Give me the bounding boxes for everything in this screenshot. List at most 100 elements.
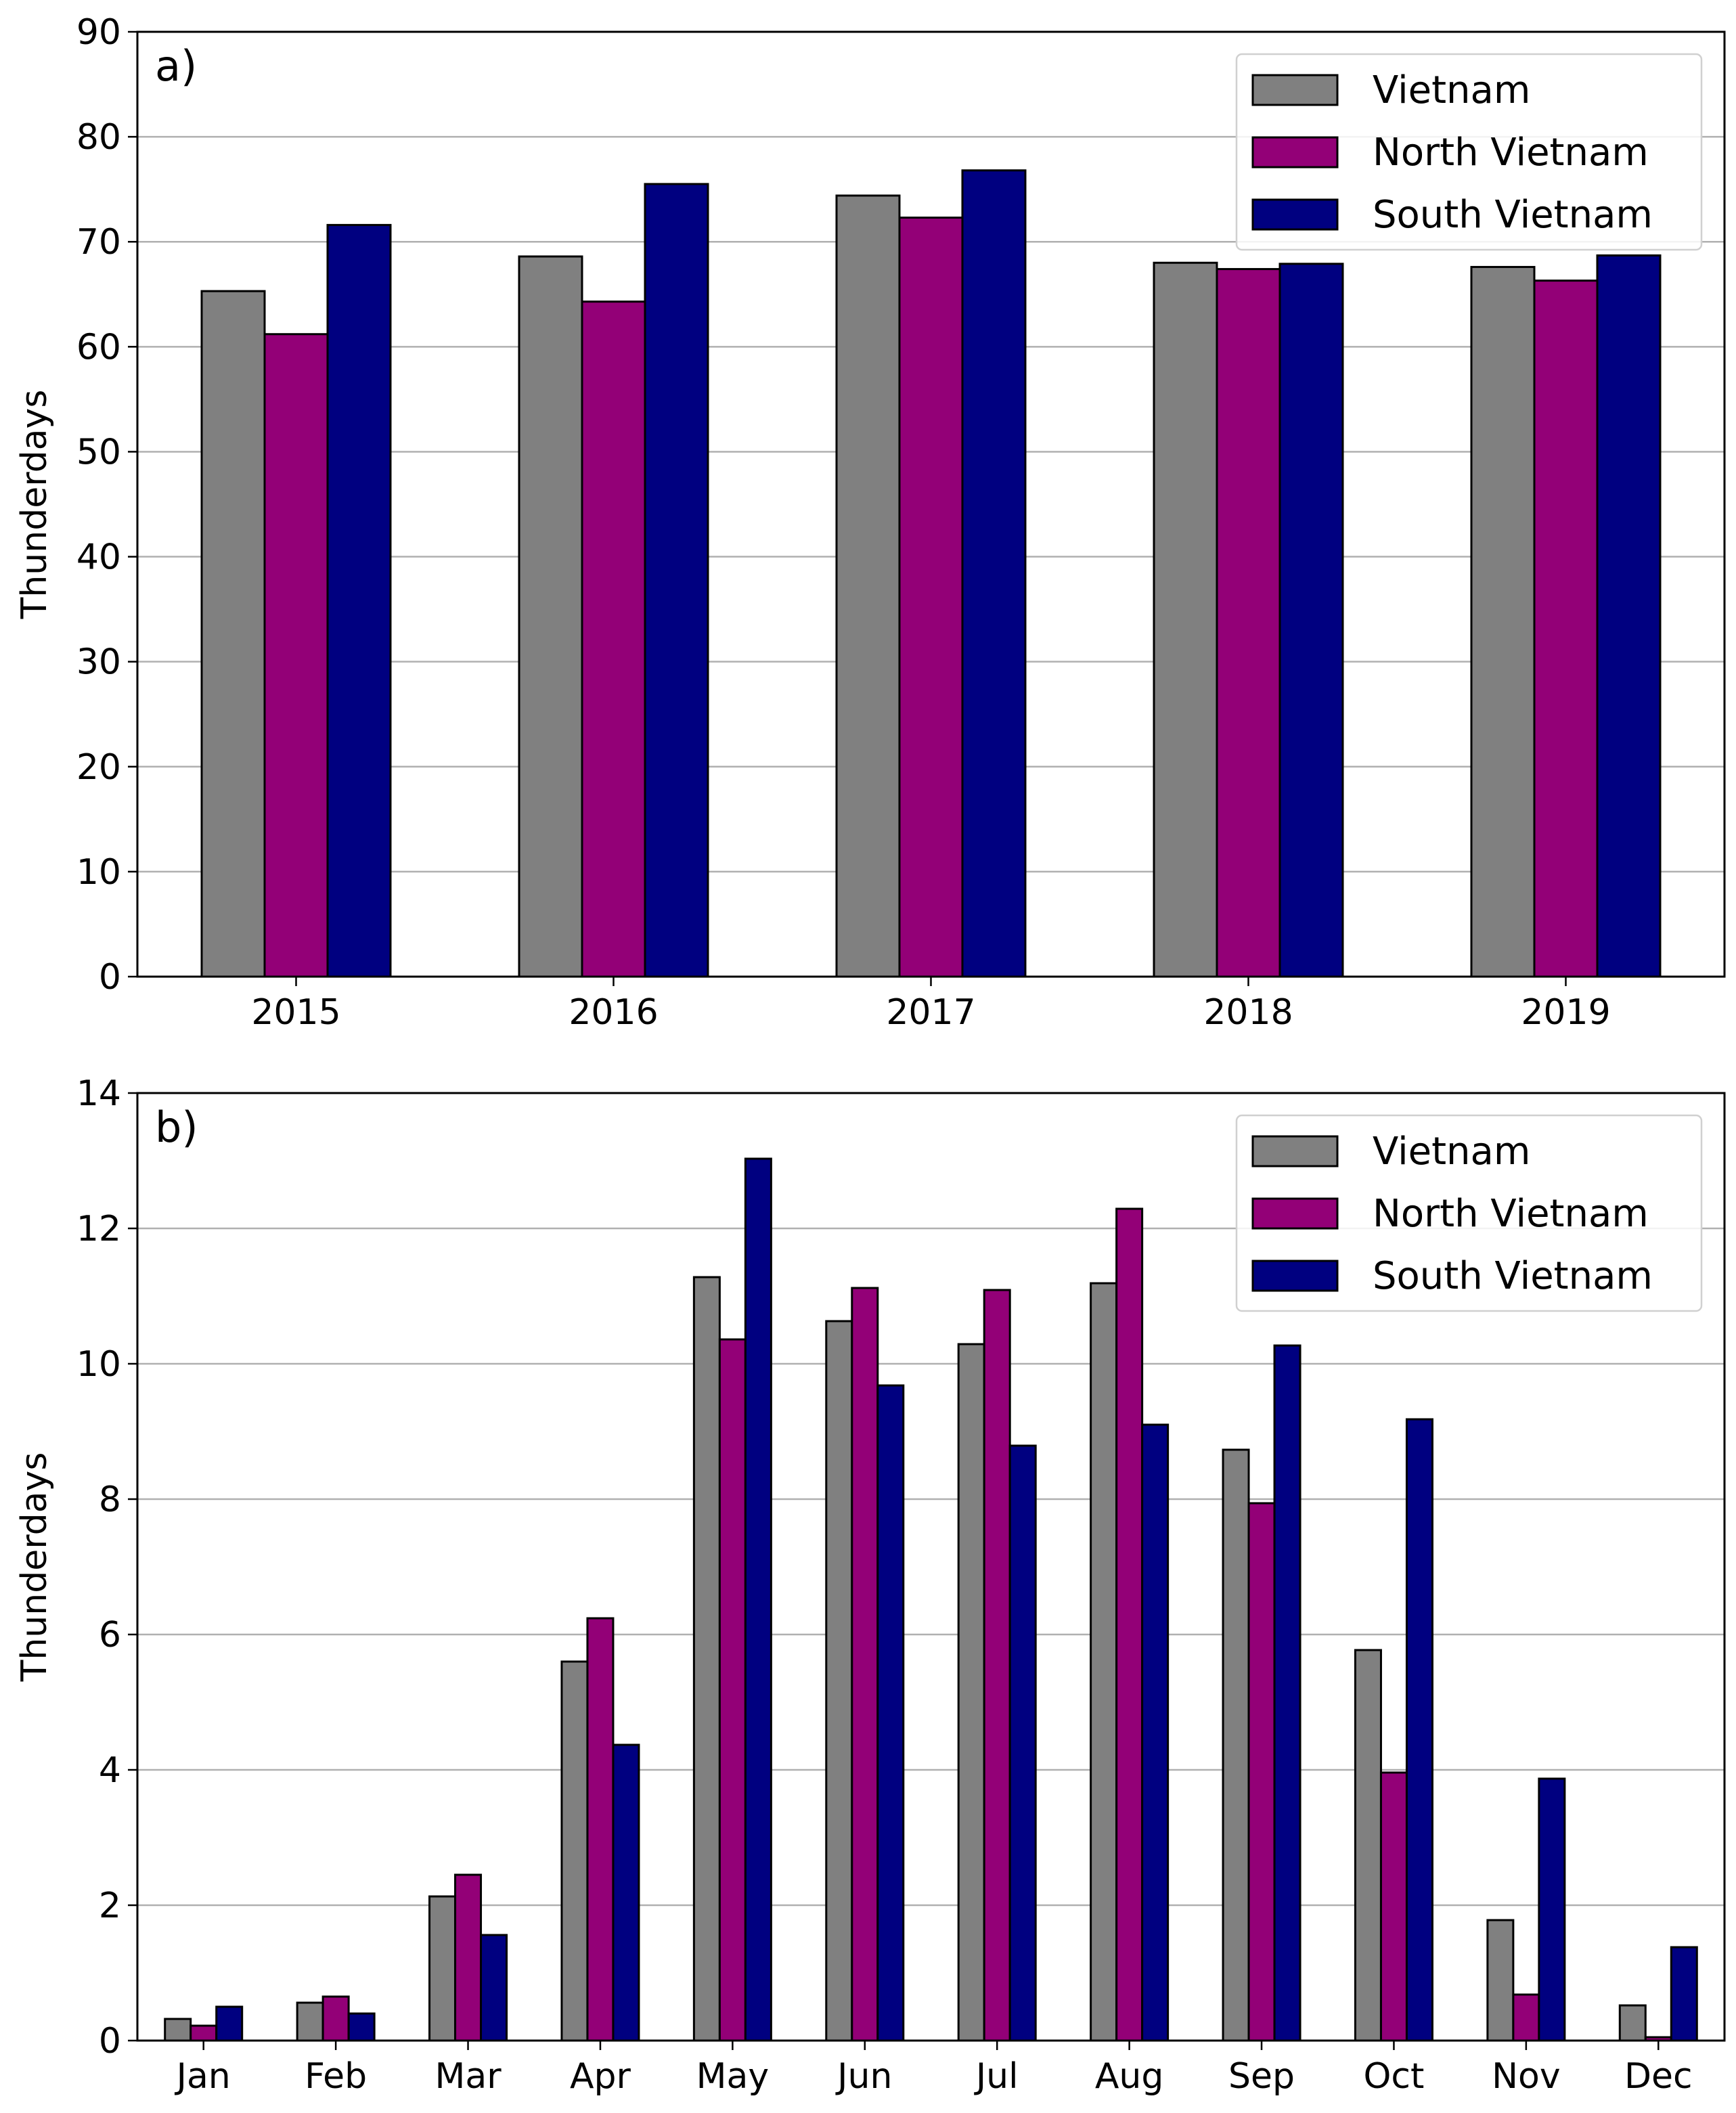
panel-label: a) <box>155 41 197 91</box>
bar-north-vietnam-jun <box>851 1287 879 2042</box>
bar-south-vietnam-mar <box>480 1934 508 2042</box>
bar-north-vietnam-sep <box>1247 1502 1276 2042</box>
legend-swatch-south-vietnam <box>1251 198 1339 231</box>
bar-south-vietnam-dec <box>1670 1946 1698 2042</box>
bar-south-vietnam-2018 <box>1278 263 1344 978</box>
legend: Vietnam North Vietnam South Vietnam <box>1235 1114 1703 1312</box>
bar-south-vietnam-jun <box>876 1384 905 2042</box>
bar-south-vietnam-2017 <box>961 169 1027 978</box>
x-tick-label-jul: Jul <box>974 2056 1019 2097</box>
x-tick-label-mar: Mar <box>435 2056 502 2097</box>
y-tick-label: 10 <box>76 852 121 893</box>
y-tick-label: 60 <box>76 327 121 368</box>
bar-north-vietnam-nov <box>1512 1993 1540 2042</box>
bar-south-vietnam-2019 <box>1596 254 1662 978</box>
legend-frame <box>1235 1114 1703 1312</box>
bar-vietnam-jan <box>164 2018 192 2042</box>
bar-south-vietnam-jul <box>1008 1444 1037 2042</box>
bar-vietnam-apr <box>560 1660 589 2042</box>
bar-vietnam-oct <box>1354 1649 1382 2042</box>
x-tick-label-2015: 2015 <box>251 992 340 1033</box>
x-tick-label-dec: Dec <box>1624 2056 1693 2097</box>
x-tick-label-sep: Sep <box>1228 2056 1295 2097</box>
bar-north-vietnam-may <box>718 1338 747 2042</box>
y-axis-label: Thunderdays <box>14 1452 55 1683</box>
y-tick-label: 4 <box>99 1750 121 1791</box>
bar-vietnam-sep <box>1222 1448 1250 2042</box>
bar-vietnam-jul <box>957 1343 985 2042</box>
legend-swatch-vietnam <box>1251 1135 1339 1167</box>
bar-south-vietnam-jan <box>215 2005 244 2042</box>
x-tick-label-jun: Jun <box>835 2056 892 2097</box>
x-tick-label-2017: 2017 <box>886 992 975 1033</box>
plot-frame <box>136 30 1726 978</box>
bar-vietnam-mar <box>428 1895 457 2042</box>
legend-swatch-south-vietnam <box>1251 1260 1339 1292</box>
bar-south-vietnam-feb <box>347 2012 376 2042</box>
bar-south-vietnam-oct <box>1405 1418 1433 2042</box>
bar-south-vietnam-apr <box>612 1743 640 2042</box>
bar-vietnam-2016 <box>518 255 583 978</box>
panel-label: b) <box>155 1103 198 1152</box>
y-tick-label: 6 <box>99 1615 121 1655</box>
bar-vietnam-2018 <box>1153 261 1218 978</box>
bar-vietnam-2019 <box>1470 265 1536 978</box>
bar-north-vietnam-2017 <box>898 217 964 978</box>
bar-vietnam-2015 <box>200 290 266 978</box>
y-tick-label: 50 <box>76 432 121 472</box>
bar-south-vietnam-2016 <box>644 183 709 978</box>
plot-frame <box>136 1092 1726 2042</box>
bar-south-vietnam-sep <box>1273 1344 1301 2042</box>
y-tick-label: 0 <box>99 2021 121 2062</box>
y-tick-label: 70 <box>76 222 121 263</box>
bar-south-vietnam-nov <box>1538 1777 1566 2042</box>
legend-swatch-north-vietnam <box>1251 1197 1339 1230</box>
bar-south-vietnam-2015 <box>326 223 392 978</box>
legend-label-north-vietnam: North Vietnam <box>1373 131 1649 175</box>
legend-frame <box>1235 53 1703 251</box>
bar-north-vietnam-jan <box>190 2024 218 2042</box>
x-tick-label-oct: Oct <box>1363 2056 1424 2097</box>
chart-panel-a: 0 10 20 30 40 50 60 70 80 90 2015 2016 2017 2018 2019 T… <box>14 12 1726 1033</box>
bar-vietnam-dec <box>1618 2004 1647 2042</box>
x-tick-label-feb: Feb <box>305 2056 367 2097</box>
bar-north-vietnam-2016 <box>581 301 646 978</box>
y-tick-label: 14 <box>76 1073 121 1114</box>
y-tick-label: 20 <box>76 747 121 788</box>
bar-north-vietnam-feb <box>321 1995 350 2042</box>
bar-vietnam-aug <box>1090 1282 1118 2042</box>
bar-north-vietnam-2015 <box>263 333 329 978</box>
bar-north-vietnam-jul <box>983 1289 1011 2042</box>
x-tick-label-aug: Aug <box>1095 2056 1164 2097</box>
y-tick-label: 90 <box>76 12 121 53</box>
bar-south-vietnam-may <box>744 1157 772 2042</box>
legend-swatch-vietnam <box>1251 74 1339 106</box>
bar-vietnam-feb <box>296 2001 324 2042</box>
legend-label-north-vietnam: North Vietnam <box>1373 1192 1649 1236</box>
y-tick-label: 12 <box>76 1209 121 1249</box>
bar-south-vietnam-aug <box>1141 1423 1170 2042</box>
y-tick-label: 40 <box>76 537 121 578</box>
y-tick-label: 8 <box>99 1480 121 1520</box>
legend-label-south-vietnam: South Vietnam <box>1373 193 1653 237</box>
bar-north-vietnam-mar <box>454 1873 483 2042</box>
y-tick-label: 0 <box>99 957 121 998</box>
y-tick-label: 80 <box>76 117 121 158</box>
bar-north-vietnam-apr <box>586 1617 615 2042</box>
x-tick-label-nov: Nov <box>1492 2056 1561 2097</box>
bar-north-vietnam-aug <box>1115 1207 1144 2042</box>
legend-swatch-north-vietnam <box>1251 136 1339 169</box>
legend-label-south-vietnam: South Vietnam <box>1373 1254 1653 1298</box>
x-tick-label-2018: 2018 <box>1203 992 1293 1033</box>
legend-label-vietnam: Vietnam <box>1373 1130 1530 1174</box>
x-tick-label-jan: Jan <box>175 2056 231 2097</box>
bar-north-vietnam-2019 <box>1533 280 1599 978</box>
legend-label-vietnam: Vietnam <box>1373 68 1530 112</box>
x-tick-label-2016: 2016 <box>569 992 658 1033</box>
bar-north-vietnam-2018 <box>1216 268 1281 978</box>
y-axis-label: Thunderdays <box>14 390 55 620</box>
bar-vietnam-may <box>692 1276 721 2042</box>
x-tick-label-apr: Apr <box>570 2056 631 2097</box>
y-tick-label: 30 <box>76 642 121 683</box>
